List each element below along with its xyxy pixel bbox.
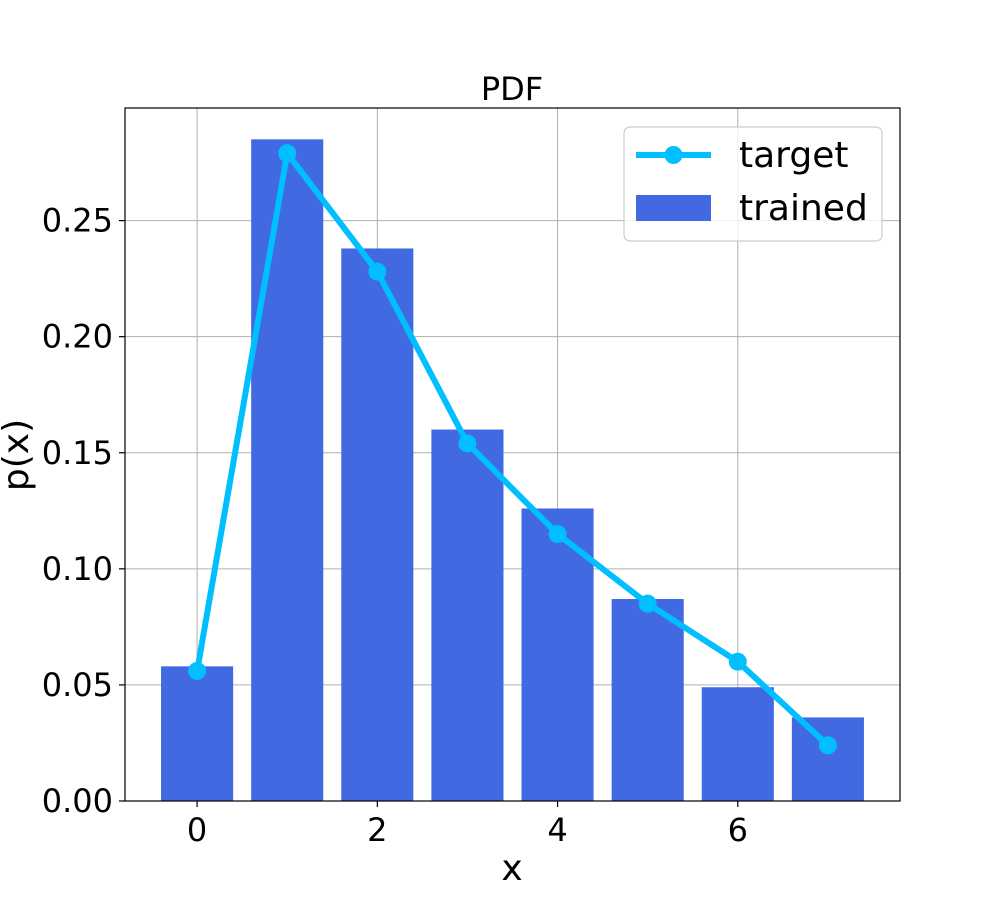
legend-target-label: target (739, 135, 848, 176)
x-tick-label: 2 (367, 811, 387, 849)
bar (251, 139, 324, 802)
legend: target trained (623, 126, 883, 242)
bar (611, 599, 684, 801)
bar (341, 248, 414, 802)
bar (431, 429, 504, 801)
target-point (368, 262, 387, 281)
x-tick-label: 6 (728, 811, 748, 849)
legend-target-marker (664, 146, 683, 164)
target-point (728, 652, 747, 671)
y-tick-label: 0.15 (42, 434, 113, 472)
y-axis-ticks: 0.00 0.05 0.10 0.15 0.20 0.25 (42, 202, 125, 820)
chart-title: PDF (481, 70, 543, 108)
x-axis-label: x (501, 848, 522, 889)
y-tick-label: 0.00 (42, 782, 113, 820)
bar (701, 687, 774, 801)
x-tick-label: 4 (547, 811, 567, 849)
target-point (278, 144, 297, 163)
target-point (188, 661, 207, 680)
target-point (818, 736, 837, 755)
x-tick-label: 0 (187, 811, 207, 849)
line-series (188, 144, 837, 755)
y-tick-label: 0.10 (42, 550, 113, 588)
bar-series (161, 139, 864, 802)
target-point (458, 434, 477, 453)
plot-frame (124, 107, 901, 802)
legend-trained-label: trained (739, 188, 868, 229)
y-tick-label: 0.05 (42, 666, 113, 704)
x-axis-ticks: 0 2 4 6 (187, 801, 748, 849)
bar (161, 666, 234, 801)
legend-trained-swatch (636, 195, 711, 221)
target-point (638, 594, 657, 613)
target-line (194, 150, 830, 748)
bar (521, 508, 594, 801)
y-axis-label: p(x) (0, 419, 37, 491)
y-tick-label: 0.20 (42, 318, 113, 356)
target-point (548, 525, 567, 544)
y-tick-label: 0.25 (42, 202, 113, 240)
bar (791, 717, 864, 801)
